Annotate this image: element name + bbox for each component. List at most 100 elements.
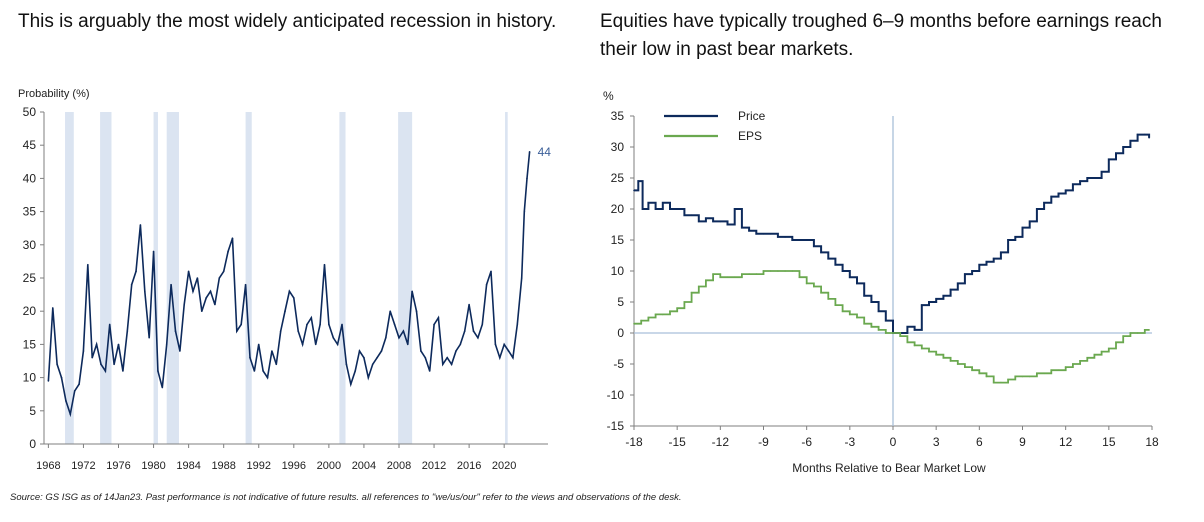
data-point (65, 400, 67, 402)
data-point (385, 336, 387, 339)
data-point (393, 323, 396, 326)
data-point (56, 363, 58, 366)
data-point (328, 323, 330, 326)
price-data-point (733, 208, 736, 210)
eps-data-point (1021, 375, 1024, 378)
price-data-point (719, 220, 722, 223)
data-point (523, 210, 526, 213)
y-tick-label: 5 (29, 404, 36, 418)
eps-data-point (1072, 363, 1074, 365)
eps-data-point (726, 276, 729, 279)
legend-label-eps: EPS (738, 129, 762, 143)
data-point (214, 303, 216, 306)
data-point (319, 323, 321, 326)
price-data-point (1028, 220, 1031, 223)
x-tick-label: -6 (801, 435, 812, 449)
data-point (91, 356, 94, 359)
y-tick-label: 25 (23, 271, 37, 285)
data-point (507, 350, 510, 352)
price-data-point (1115, 152, 1117, 154)
eps-data-point (820, 291, 822, 294)
price-data-point (964, 273, 966, 275)
x-tick-label: 1972 (71, 460, 95, 472)
data-point (275, 363, 278, 366)
y-tick-label: 35 (611, 109, 625, 123)
data-point (87, 263, 89, 266)
data-point (170, 283, 172, 286)
data-point (249, 356, 251, 359)
data-point (526, 177, 528, 180)
data-point (442, 363, 444, 366)
eps-data-point (1064, 366, 1067, 368)
y-tick-label: 45 (23, 138, 37, 152)
price-data-point (956, 282, 959, 285)
data-point (485, 283, 488, 286)
data-point (354, 370, 356, 372)
eps-data-point (949, 360, 952, 362)
price-data-point (849, 276, 851, 279)
data-point (481, 323, 484, 326)
price-data-point (885, 319, 887, 322)
data-point (450, 363, 453, 366)
data-point (494, 343, 497, 346)
eps-data-point (1100, 350, 1103, 353)
price-data-point (777, 236, 779, 238)
price-data-point (935, 298, 937, 300)
x-tick-label: 9 (1019, 435, 1026, 449)
eps-data-point (805, 282, 808, 285)
data-point (152, 250, 155, 253)
eps-data-point (856, 316, 858, 319)
data-point (428, 370, 431, 372)
data-point (161, 386, 164, 389)
data-point (144, 290, 146, 293)
legend-label-price: Price (738, 109, 766, 123)
eps-data-point (971, 369, 973, 372)
eps-data-point (748, 273, 750, 275)
data-point (463, 330, 466, 332)
y-tick-label: -5 (613, 357, 624, 371)
x-tick-label: 12 (1059, 435, 1073, 449)
price-data-point (641, 208, 644, 210)
price-data-point (856, 282, 858, 285)
data-point (47, 380, 50, 382)
data-point (135, 270, 137, 273)
recession-probability-chart: 0 5 10 15 20 25 30 35 40 45 50 1968 1972 1976 1980 1984… (18, 88, 551, 472)
eps-data-point (913, 344, 916, 347)
data-point (95, 343, 98, 346)
eps-data-point (892, 332, 894, 334)
data-point (363, 356, 365, 359)
data-point (472, 330, 475, 332)
price-data-point (1072, 183, 1074, 185)
recession-band (505, 112, 508, 444)
data-point (148, 336, 150, 339)
eps-data-point (755, 273, 758, 275)
recession-band (153, 112, 158, 444)
price-data-point (676, 208, 678, 210)
data-point (437, 317, 440, 319)
price-data-point (1000, 251, 1002, 254)
data-point (446, 356, 449, 359)
price-data-point (913, 329, 916, 331)
data-point (420, 350, 422, 352)
x-tick-label: -18 (625, 435, 643, 449)
eps-data-point (849, 313, 851, 316)
eps-data-point (784, 270, 786, 272)
x-tick-label: -9 (758, 435, 769, 449)
y-axis-title: % (603, 89, 614, 103)
price-data-point (1050, 195, 1053, 198)
eps-data-point (899, 335, 901, 337)
data-point (60, 376, 63, 379)
y-tick-label: 0 (29, 437, 36, 451)
recession-band (339, 112, 346, 444)
data-point (73, 390, 76, 392)
data-point (341, 323, 343, 326)
eps-data-point (690, 291, 693, 294)
y-tick-label: 20 (23, 304, 37, 318)
eps-data-point (1014, 375, 1017, 378)
data-point (459, 343, 462, 346)
price-data-point (985, 260, 988, 263)
eps-data-point (661, 313, 664, 316)
eps-data-point (762, 270, 765, 272)
eps-data-point (1086, 357, 1089, 359)
